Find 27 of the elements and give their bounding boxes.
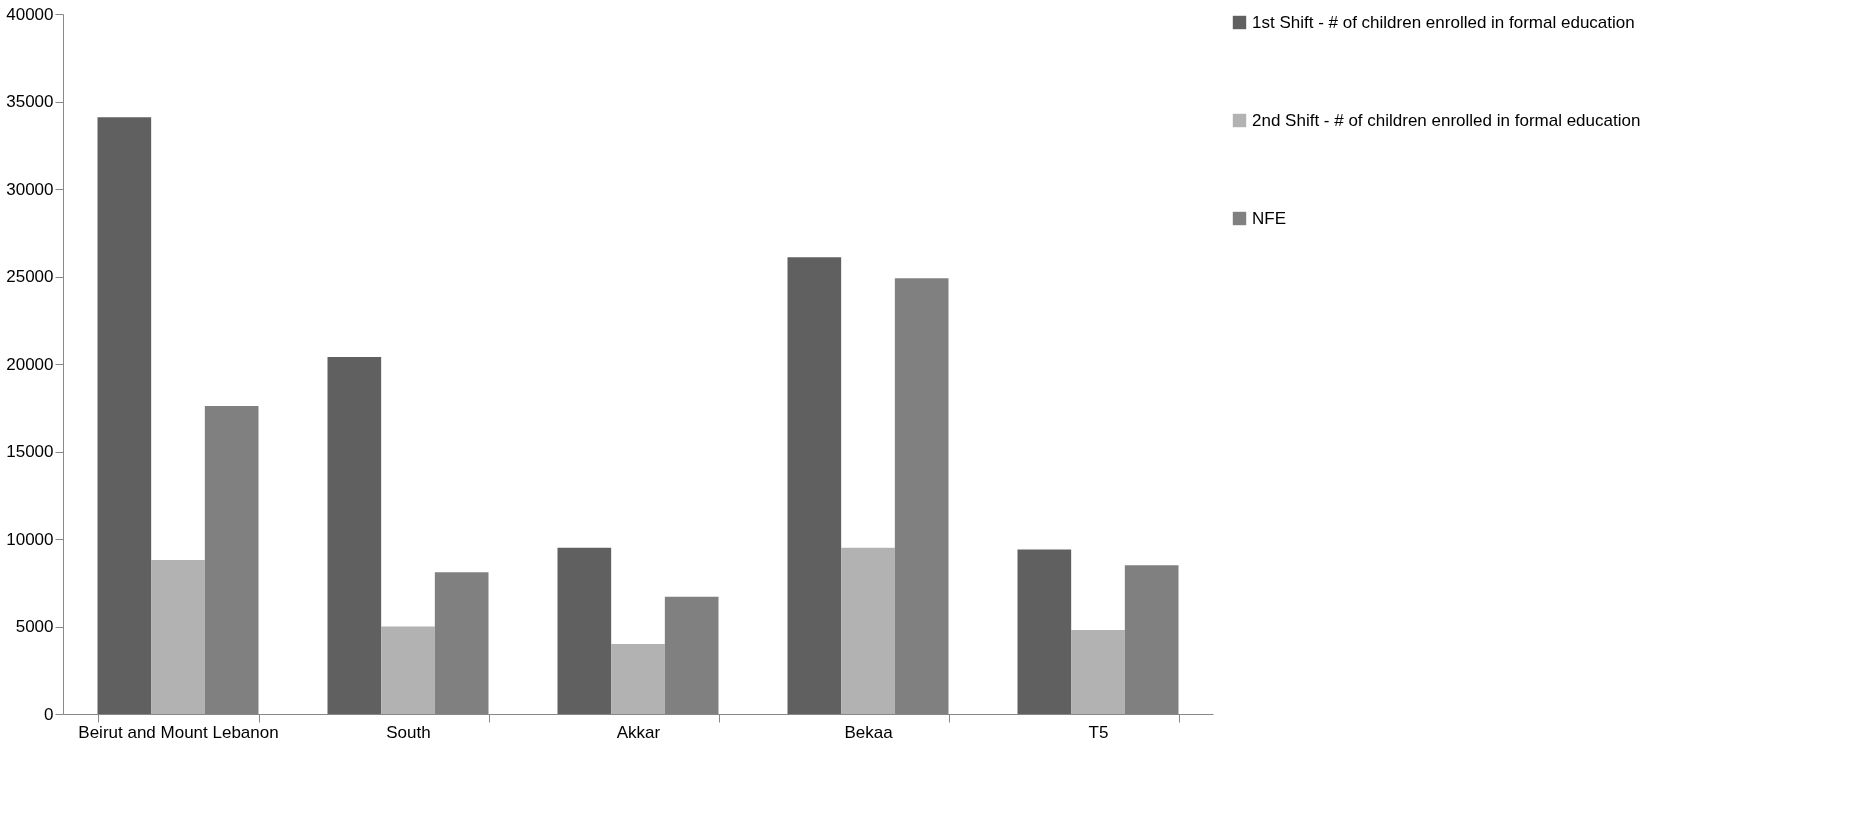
y-tick-label: 20000 [6,354,54,374]
y-tick-label: 30000 [6,179,54,199]
x-tick-label: Bekaa [844,722,894,742]
bar [1017,549,1072,714]
y-tick-label: 40000 [6,4,54,24]
bar [557,547,612,714]
bar [97,117,152,714]
legend-label: NFE [1252,208,1286,228]
y-tick-label: 5000 [15,617,54,636]
legend-label: 2nd Shift - # of children enrolled in formal education [1252,110,1641,130]
bar [611,644,665,714]
x-tick-label: Akkar [616,722,661,742]
y-tick-label: 0 [44,704,54,724]
bar [327,357,382,714]
bar [381,626,435,714]
bar [151,560,205,714]
legend-label: 1st Shift - # of children enrolled in formal education [1252,12,1635,32]
bar [787,257,842,714]
x-tick-label: T5 [1088,722,1109,742]
bar [841,547,895,714]
y-tick-label: 25000 [6,267,54,286]
y-tick-label: 35000 [6,92,54,111]
y-tick-label: 15000 [6,442,54,461]
x-tick-label: Beirut and Mount Lebanon [78,722,279,742]
x-tick-label: South [386,722,431,742]
y-tick-label: 10000 [6,529,54,549]
bar [1071,630,1125,714]
